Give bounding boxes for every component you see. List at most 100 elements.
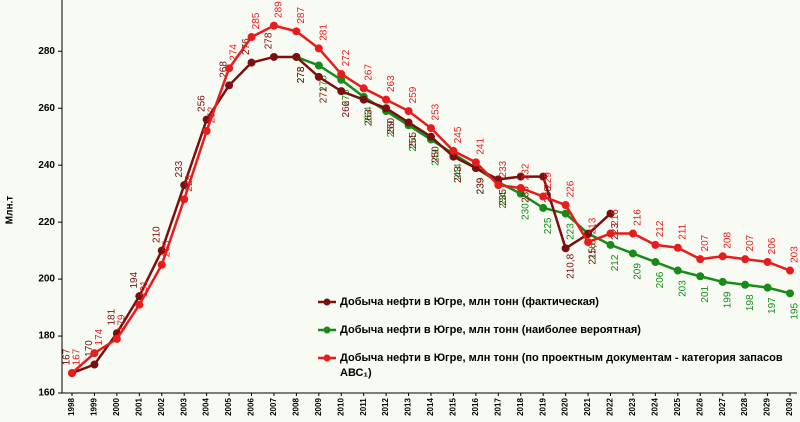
data-point — [718, 277, 727, 286]
data-point — [202, 127, 211, 135]
data-point — [471, 158, 480, 167]
data-label: 239 — [476, 177, 487, 194]
data-point — [202, 115, 211, 124]
data-label: 226 — [565, 180, 576, 197]
data-label: 195 — [790, 303, 800, 320]
data-label: 209 — [633, 263, 644, 280]
data-label: 210 — [151, 226, 162, 243]
data-label: 223 — [610, 223, 621, 240]
data-label: 233 — [174, 160, 185, 177]
y-axis-label: Млн.т — [5, 196, 16, 225]
data-point — [292, 27, 301, 36]
data-label: 203 — [677, 280, 688, 297]
data-label: 241 — [476, 138, 487, 155]
data-label: 232 — [520, 163, 531, 180]
x-tick-label: 2029 — [763, 398, 772, 416]
data-label: 245 — [453, 126, 464, 143]
x-tick-label: 2021 — [583, 398, 592, 416]
data-label: 223 — [565, 223, 576, 240]
x-tick-label: 2009 — [314, 398, 323, 416]
x-tick-label: 2001 — [134, 398, 143, 416]
y-tick-label: 200 — [38, 274, 55, 285]
data-label: 225 — [543, 217, 554, 234]
x-tick-label: 2006 — [247, 398, 256, 416]
data-point — [696, 272, 705, 281]
y-tick-label: 280 — [38, 46, 55, 57]
data-label: 263 — [386, 75, 397, 92]
data-point — [337, 75, 346, 84]
data-label: 278 — [296, 66, 307, 83]
x-tick-label: 2017 — [493, 398, 502, 416]
data-point — [180, 181, 189, 190]
data-label: 167 — [72, 348, 83, 365]
data-label: 272 — [341, 49, 352, 66]
data-label: 256 — [196, 95, 207, 112]
x-tick-label: 2010 — [336, 398, 345, 416]
x-tick-label: 2022 — [606, 398, 615, 416]
data-label: 274 — [229, 44, 240, 61]
data-label: 198 — [745, 294, 756, 311]
data-label: 212 — [655, 220, 666, 237]
data-point — [112, 334, 121, 343]
data-point — [741, 255, 750, 264]
data-point — [247, 58, 256, 67]
data-point — [135, 292, 144, 301]
data-label: 275 — [318, 75, 329, 92]
data-label: 170 — [84, 340, 95, 357]
data-point — [561, 244, 570, 253]
data-label: 215,8 — [588, 239, 599, 264]
x-tick-label: 2013 — [404, 398, 413, 416]
data-label: 266 — [341, 100, 352, 117]
data-label: 230 — [520, 203, 531, 220]
data-point — [516, 183, 525, 192]
x-tick-label: 2016 — [471, 398, 480, 416]
x-tick-label: 2015 — [449, 398, 458, 416]
data-label: 216 — [633, 209, 644, 226]
data-point — [651, 258, 660, 266]
data-point — [516, 172, 525, 181]
legend-label-line: Добыча нефти в Югре, млн тонн (по проект… — [340, 352, 783, 364]
data-point — [157, 246, 166, 255]
data-point — [225, 64, 234, 73]
y-tick-label: 240 — [38, 160, 55, 171]
data-label: 229 — [543, 172, 554, 189]
x-tick-label: 1998 — [67, 398, 76, 416]
data-label: 194 — [129, 271, 140, 288]
data-point — [516, 189, 525, 198]
data-point — [606, 240, 615, 249]
data-label: 181 — [107, 308, 118, 325]
x-tick-label: 2027 — [718, 398, 727, 416]
data-point — [225, 81, 234, 90]
data-label: 207 — [745, 234, 756, 251]
x-tick-label: 2000 — [112, 398, 121, 416]
data-label: 174 — [94, 328, 105, 345]
data-label: 263 — [363, 109, 374, 126]
data-label: 235 — [498, 189, 509, 206]
data-point — [314, 72, 323, 81]
data-point — [539, 172, 548, 181]
data-label: 264 — [363, 106, 374, 123]
y-tick-label: 220 — [38, 217, 55, 228]
data-point — [786, 289, 794, 298]
data-label: 252 — [206, 106, 217, 123]
data-point — [584, 238, 593, 247]
data-point — [539, 203, 548, 212]
data-point — [314, 61, 323, 70]
data-label: 203 — [790, 246, 800, 263]
data-point — [247, 33, 256, 42]
data-label: 236 — [520, 186, 531, 203]
data-label: 211 — [677, 223, 688, 239]
data-label: 234 — [498, 191, 509, 208]
legend-label: Добыча нефти в Югре, млн тонн (по проект… — [340, 352, 783, 379]
y-tick-label: 180 — [38, 331, 55, 342]
data-point — [696, 255, 705, 264]
data-point — [135, 300, 144, 309]
data-point — [628, 229, 637, 238]
x-tick-label: 2014 — [426, 398, 435, 416]
data-point — [561, 209, 570, 218]
data-point — [673, 243, 682, 252]
data-point — [90, 360, 99, 369]
legend-label: Добыча нефти в Югре, млн тонн (фактическ… — [340, 296, 599, 308]
data-label: 167 — [62, 348, 73, 365]
